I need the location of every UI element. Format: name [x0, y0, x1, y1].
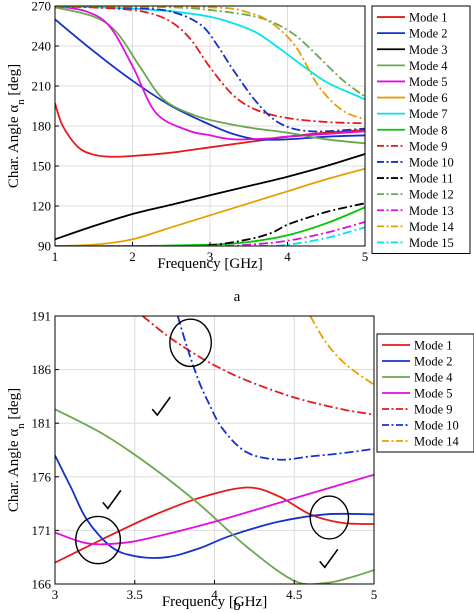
y-tick-label: 181: [32, 416, 52, 431]
annotation-ellipse: [309, 495, 350, 540]
legend-label: Mode 15: [409, 236, 454, 250]
legend-label: Mode 1: [414, 339, 453, 353]
legend-label: Mode 2: [409, 27, 448, 41]
chart-a: 1 2 3 4 5 90 120 150 180 210 240 270 Frequency [GHz]…: [6, 0, 471, 305]
y-tick-label: 270: [32, 0, 52, 14]
legend-label: Mode 12: [409, 188, 454, 202]
series-line-mode-5: [55, 6, 365, 141]
legend-label: Mode 1: [409, 11, 448, 25]
legend-label: Mode 13: [409, 204, 454, 218]
x-tick-label: 3.5: [127, 587, 143, 602]
series-line-mode-10: [55, 6, 365, 133]
legend-label: Mode 6: [409, 91, 448, 105]
series-line-mode-1: [55, 486, 374, 564]
x-tick-label: 4.5: [286, 587, 302, 602]
series-line-mode-11: [55, 202, 365, 246]
legend-label: Mode 11: [409, 172, 453, 186]
legend-label: Mode 14: [409, 220, 455, 234]
x-axis-label: Frequency [GHz]: [162, 594, 267, 610]
series-line-mode-9: [142, 316, 374, 416]
series-group: [55, 316, 374, 584]
legend-label: Mode 9: [414, 403, 453, 417]
chart-b: 3 3.5 4 4.5 5 166 171 176 181 186 191 Frequency [GH…: [6, 309, 474, 613]
x-tick-label: 3: [52, 587, 59, 602]
legend-label: Mode 8: [409, 123, 448, 137]
y-tick-label: 166: [32, 577, 52, 592]
series-line-mode-3: [55, 153, 365, 241]
annotation-ellipse: [169, 318, 213, 368]
x-tick-label: 2: [129, 249, 136, 264]
y-axis-label: Char. Angle αn [deg]: [6, 64, 27, 188]
legend-label: Mode 5: [414, 387, 453, 401]
x-tick-label: 1: [52, 249, 59, 264]
y-axis-label: Char. Angle αn [deg]: [6, 388, 27, 512]
y-tick-label: 90: [38, 239, 51, 254]
legend-label: Mode 4: [414, 371, 453, 385]
figure-caption: b: [233, 598, 241, 613]
legend-label: Mode 2: [414, 355, 453, 369]
figure-caption: a: [234, 289, 241, 305]
series-line-mode-5: [55, 473, 374, 546]
series-line-mode-2: [55, 18, 365, 141]
y-tick-label: 210: [32, 79, 52, 94]
series-line-mode-14: [309, 316, 374, 386]
y-tick-label: 171: [32, 523, 52, 538]
x-tick-label: 5: [371, 587, 378, 602]
legend-label: Mode 3: [409, 43, 448, 57]
series-line-mode-14: [55, 6, 365, 121]
y-tick-label: 120: [32, 199, 52, 214]
x-tick-label: 4: [284, 249, 291, 264]
series-line-mode-13: [55, 221, 365, 246]
legend-label: Mode 14: [414, 435, 460, 449]
y-tick-label: 150: [32, 159, 52, 174]
series-line-mode-15: [55, 226, 365, 246]
series-line-mode-4: [55, 408, 374, 584]
checkmark-icon: [319, 548, 339, 569]
series-line-mode-10: [176, 316, 374, 461]
y-tick-label: 176: [32, 469, 52, 484]
series-line-mode-9: [55, 6, 365, 125]
checkmark-icon: [102, 489, 122, 510]
x-axis-label: Frequency [GHz]: [157, 256, 262, 272]
legend-label: Mode 5: [409, 75, 448, 89]
y-tick-label: 186: [32, 362, 52, 377]
checkmark-icon: [151, 396, 171, 417]
x-tick-label: 5: [362, 249, 369, 264]
legend-label: Mode 10: [414, 419, 459, 433]
legend-label: Mode 4: [409, 59, 448, 73]
series-line-mode-2: [55, 454, 374, 559]
series-group: [55, 6, 365, 246]
annotation-ellipse: [75, 515, 122, 565]
x-tick-label: 4: [211, 587, 218, 602]
legend-label: Mode 9: [409, 139, 448, 153]
x-tick-label: 3: [207, 249, 214, 264]
series-line-mode-6: [55, 167, 365, 246]
legend-label: Mode 10: [409, 155, 454, 169]
y-tick-label: 180: [32, 119, 52, 134]
y-tick-label: 191: [32, 309, 52, 324]
series-line-mode-8: [55, 206, 365, 246]
y-tick-label: 240: [32, 39, 52, 54]
legend-label: Mode 7: [409, 107, 448, 121]
